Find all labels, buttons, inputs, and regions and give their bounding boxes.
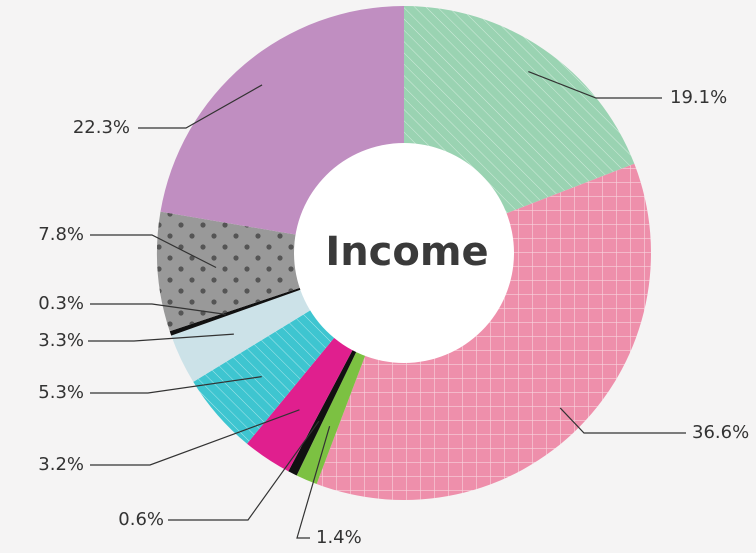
- leader-line-3: [168, 420, 320, 521]
- labels-layer: 19.1% 36.6% 1.4% 0.6% 3.2% 5.3% 3.3% 0.3% 7.8% 22…: [38, 87, 749, 548]
- slice-0-pattern: [404, 6, 635, 214]
- slice-9: [160, 6, 404, 235]
- slice-5-pattern: [193, 309, 336, 444]
- slice-label-5: 5.3%: [38, 382, 84, 403]
- slice-label-9: 22.3%: [73, 117, 130, 138]
- leader-line-8: [90, 234, 217, 269]
- leader-line-4: [90, 409, 300, 466]
- leader-line-1: [559, 407, 686, 434]
- slice-4: [247, 336, 354, 472]
- slice-label-8: 7.8%: [38, 224, 84, 245]
- slice-2: [296, 350, 366, 485]
- leader-line-5: [90, 376, 262, 394]
- leader-line-7: [90, 303, 226, 315]
- slice-label-3: 0.6%: [118, 509, 164, 530]
- leader-line-9: [138, 84, 263, 129]
- slice-7: [169, 287, 303, 336]
- slice-label-6: 3.3%: [38, 330, 84, 351]
- slice-6: [171, 289, 312, 382]
- slice-label-1: 36.6%: [692, 422, 749, 443]
- chart-title: Income: [325, 229, 488, 275]
- slice-label-2: 1.4%: [316, 527, 362, 548]
- slice-label-4: 3.2%: [38, 454, 84, 475]
- leader-line-0: [528, 70, 662, 99]
- slice-label-0: 19.1%: [670, 87, 727, 108]
- leader-line-6: [88, 333, 234, 342]
- leader-line-2: [296, 426, 331, 539]
- slice-3: [288, 348, 358, 476]
- slice-label-7: 0.3%: [38, 293, 84, 314]
- slice-8-pattern: [157, 211, 302, 332]
- donut-hole: [294, 143, 514, 363]
- leader-lines-layer: [88, 70, 686, 539]
